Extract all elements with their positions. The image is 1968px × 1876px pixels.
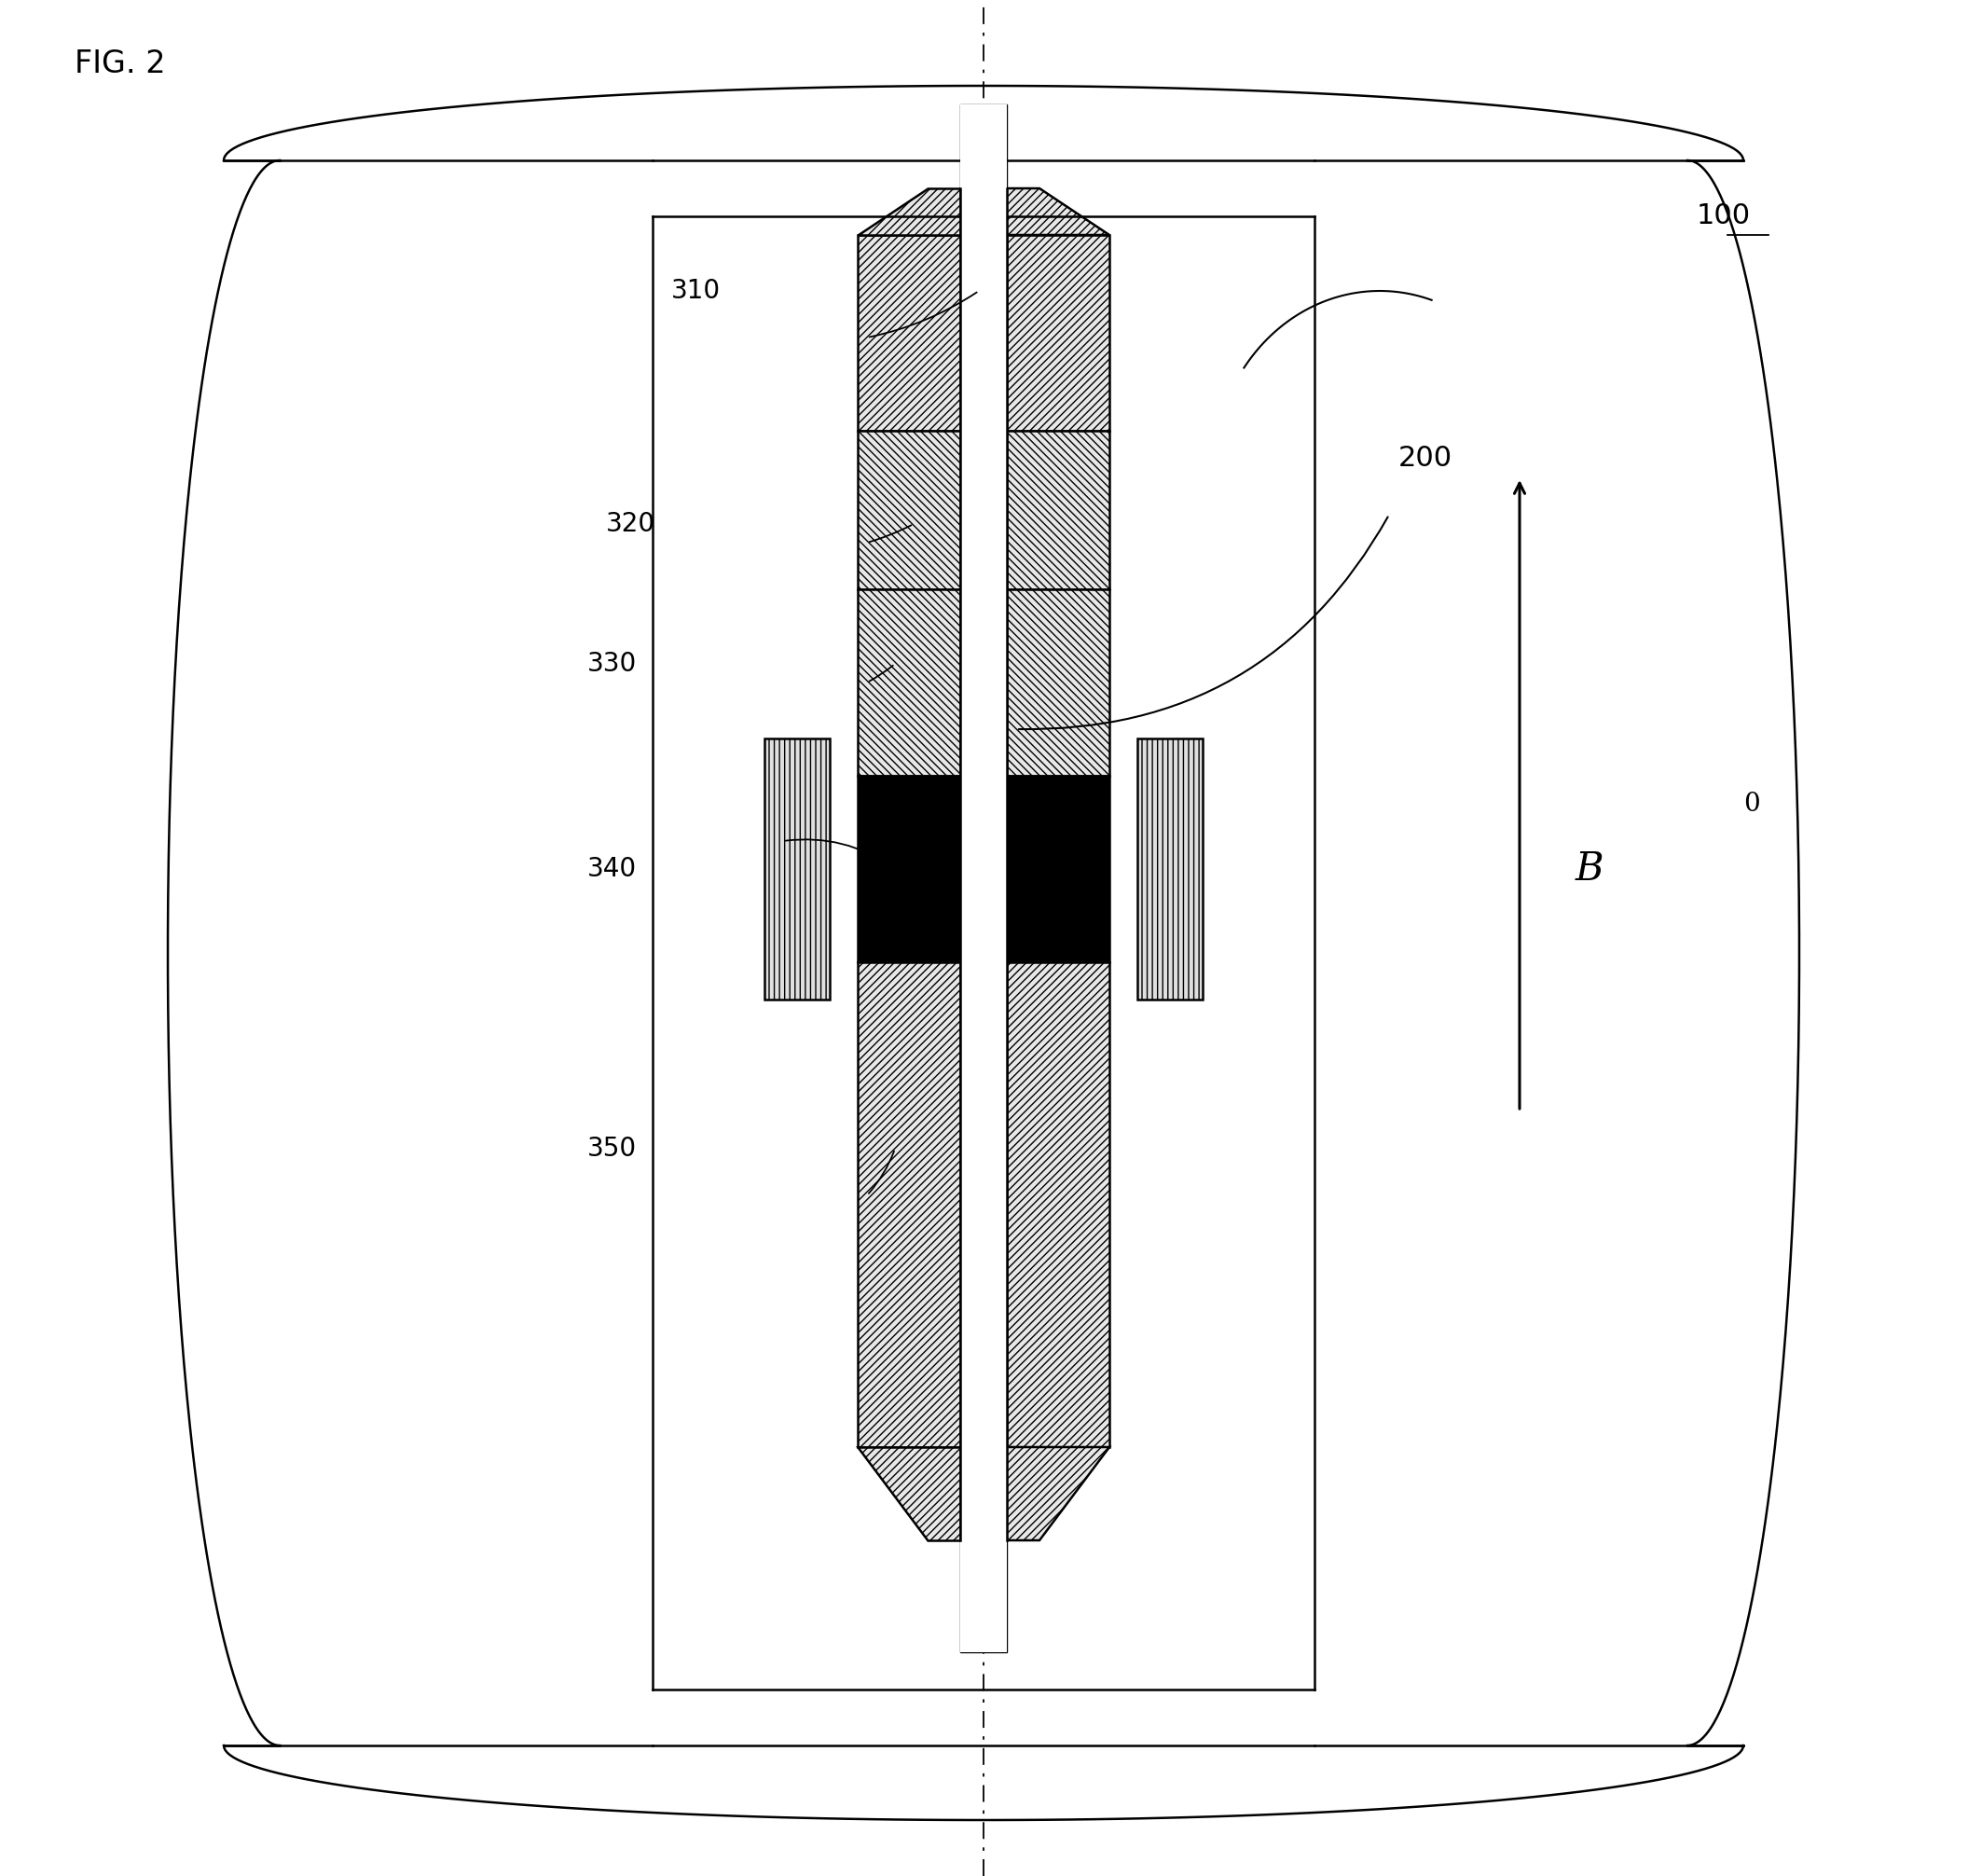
Bar	[1008, 962, 1110, 1446]
Bar	[960, 1540, 1008, 1653]
Bar	[1008, 777, 1110, 962]
Bar	[1008, 589, 1110, 777]
Polygon shape	[1008, 188, 1110, 234]
Bar	[167, 159, 653, 1745]
Bar	[858, 234, 960, 431]
Text: FIG. 2: FIG. 2	[75, 49, 165, 79]
Bar	[858, 962, 960, 1446]
Text: 320: 320	[606, 510, 655, 537]
Text: 330: 330	[586, 651, 638, 677]
Bar	[1008, 431, 1110, 589]
Text: 200: 200	[1399, 445, 1452, 473]
Bar	[764, 739, 830, 1000]
Bar	[858, 589, 960, 777]
Polygon shape	[858, 188, 960, 234]
Bar	[960, 105, 1008, 188]
Text: 310: 310	[671, 278, 720, 304]
Text: 350: 350	[586, 1135, 638, 1161]
Bar	[960, 777, 1008, 962]
Polygon shape	[858, 1446, 960, 1540]
Bar	[858, 777, 960, 962]
Bar	[1008, 234, 1110, 431]
Bar	[1315, 159, 1799, 1745]
Bar	[167, 159, 1799, 216]
Text: 100: 100	[1696, 203, 1752, 231]
Bar	[1138, 739, 1202, 1000]
Polygon shape	[1008, 1446, 1110, 1540]
Text: 0: 0	[1744, 792, 1759, 816]
Bar	[167, 1690, 1799, 1745]
Text: B: B	[1576, 850, 1604, 889]
Text: 340: 340	[586, 855, 638, 882]
Bar	[858, 431, 960, 589]
Bar	[960, 105, 1008, 1653]
